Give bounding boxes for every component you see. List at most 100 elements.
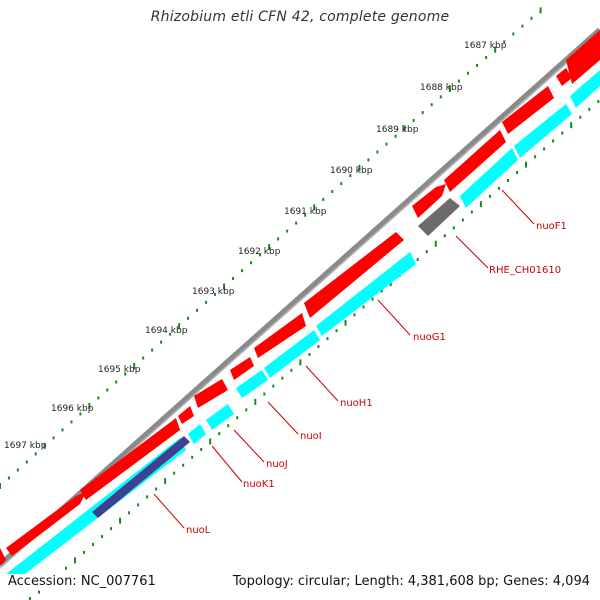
ruler-tick <box>335 329 338 333</box>
ruler-label: 1694 kbp <box>145 326 188 336</box>
ruler-tick <box>588 107 591 111</box>
ruler-tick <box>232 277 235 281</box>
ruler-tick <box>178 323 181 330</box>
gene-arrow-red <box>0 548 6 566</box>
ruler-tick <box>430 103 433 107</box>
gene-arrow-cyan <box>206 404 234 430</box>
ruler-tick <box>34 452 37 456</box>
ruler-tick <box>101 535 104 539</box>
ruler-tick <box>485 56 488 60</box>
ruler-tick <box>425 250 428 254</box>
ruler-tick <box>479 201 482 208</box>
gene-label-leader <box>267 401 299 435</box>
ruler-tick <box>385 142 388 146</box>
ruler-tick <box>452 226 455 230</box>
ruler-tick <box>214 292 217 296</box>
ruler-tick <box>200 447 203 451</box>
ruler-label: 1693 kbp <box>192 287 235 297</box>
ruler-tick <box>376 150 379 154</box>
ruler-tick <box>530 16 533 20</box>
ruler-tick <box>412 118 415 122</box>
ruler-tick <box>507 178 510 182</box>
ruler-tick <box>142 356 145 360</box>
gene-label: nuoK1 <box>243 479 275 490</box>
ruler-tick <box>380 289 383 293</box>
gene-label-leader <box>153 493 185 529</box>
gene-labels: nuoF1 RHE_CH01610 nuoG1 nuoH1 nuoI nuoJ nuoK1 n… <box>153 189 567 536</box>
ruler-tick <box>263 392 266 396</box>
gene-arrow-red <box>556 68 572 86</box>
gene-label: RHE_CH01610 <box>489 265 561 276</box>
gene-arrow-cyan <box>460 148 518 208</box>
ruler-tick <box>191 455 194 459</box>
ruler-tick <box>367 158 370 162</box>
gene-label: nuoG1 <box>413 332 446 343</box>
ruler-tick <box>88 402 91 409</box>
ruler-tick <box>218 432 221 436</box>
ruler-tick <box>205 300 208 304</box>
ruler-tick <box>299 359 302 366</box>
gene-arrow-red <box>412 184 446 218</box>
ruler-tick <box>539 7 542 14</box>
ruler-tick <box>394 134 397 138</box>
ruler-tick <box>223 283 226 290</box>
accession-text: Accession: NC_007761 <box>6 574 158 589</box>
ruler-label: 1691 kbp <box>284 207 327 217</box>
ruler-tick <box>52 436 55 440</box>
gene-arrow-cyan <box>514 104 572 158</box>
ruler-tick <box>561 131 564 135</box>
ruler-tick <box>250 261 253 265</box>
ruler-tick <box>448 85 451 92</box>
ruler-tick <box>281 376 284 380</box>
ruler-tick <box>106 388 109 392</box>
ruler-label: 1689 kbp <box>376 125 419 135</box>
gene-rhe-ch01610 <box>418 198 460 236</box>
ruler-tick <box>97 396 100 400</box>
ruler-tick <box>503 40 506 44</box>
ruler-tick <box>525 161 528 168</box>
ruler-tick <box>466 71 469 75</box>
ruler-tick <box>70 420 73 424</box>
ruler-tick <box>461 218 464 222</box>
ruler-tick <box>119 517 122 524</box>
ruler-tick <box>7 476 10 480</box>
ruler-tick <box>38 590 41 594</box>
ruler-tick <box>286 229 289 233</box>
ruler-tick <box>124 372 127 376</box>
ruler-tick <box>151 348 154 352</box>
ruler-tick <box>259 253 262 257</box>
ruler-tick <box>597 99 600 103</box>
ruler-tick <box>570 122 573 129</box>
ruler-tick <box>61 428 64 432</box>
ruler-tick <box>137 503 140 507</box>
ruler-tick <box>83 550 86 554</box>
ruler-label: 1695 kbp <box>98 365 141 375</box>
gene-label: nuoJ <box>266 459 288 470</box>
ruler-label: 1688 kbp <box>420 83 463 93</box>
ruler-tick <box>421 111 424 115</box>
ruler-tick <box>268 243 271 250</box>
ruler-tick <box>74 557 77 564</box>
ruler-tick <box>353 313 356 317</box>
ruler-tick <box>92 542 95 546</box>
ruler-tick <box>521 24 524 28</box>
ruler-tick <box>277 237 280 241</box>
gene-arrow-red <box>566 30 600 84</box>
ruler-tick <box>25 460 28 464</box>
ruler-tick <box>512 32 515 36</box>
gene-arrow-red <box>254 313 306 358</box>
ruler-label: 1697 kbp <box>4 441 47 451</box>
ruler-label: 1692 kbp <box>238 247 281 257</box>
ruler-tick <box>169 332 172 336</box>
ruler-tick <box>209 438 212 445</box>
genome-summary: Topology: circular; Length: 4,381,608 bp… <box>230 574 592 589</box>
gene-nuol <box>92 436 190 518</box>
gene-label-leader <box>455 235 489 269</box>
ruler-tick <box>241 269 244 273</box>
ruler-tick <box>187 316 190 320</box>
ruler-tick <box>326 337 329 341</box>
ruler-tick <box>196 308 199 312</box>
gene-label-leader <box>377 299 411 336</box>
ruler-tick <box>115 380 118 384</box>
